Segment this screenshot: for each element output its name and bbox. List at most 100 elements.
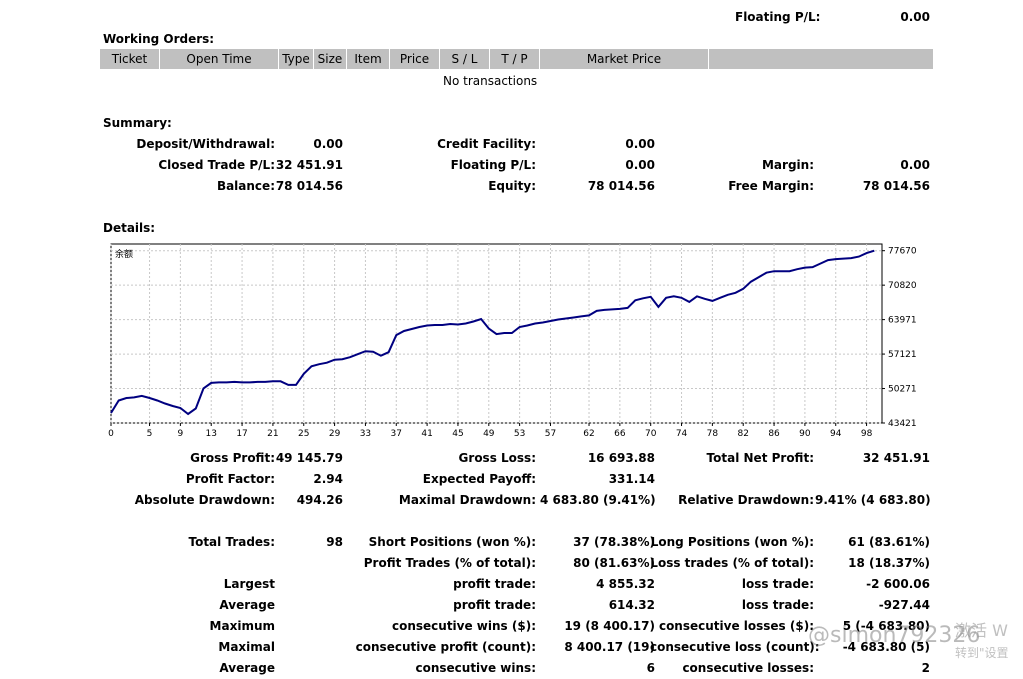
- maximal-consecutive-loss-label: consecutive loss (count):: [650, 640, 820, 654]
- profit-factor-value: 2.94: [313, 472, 343, 486]
- credit-label: Credit Facility:: [437, 137, 536, 151]
- average-label: Average: [219, 598, 275, 612]
- average-profit-label: profit trade:: [453, 598, 536, 612]
- col-extra: [709, 49, 933, 69]
- y-tick-label: 63971: [888, 316, 917, 326]
- long-positions-value: 61 (83.61%): [848, 535, 930, 549]
- long-positions-label: Long Positions (won %):: [650, 535, 814, 549]
- largest-loss-value: -2 600.06: [866, 577, 930, 591]
- x-tick-label: 9: [178, 429, 184, 439]
- chart-series-label: 余额: [115, 248, 133, 260]
- maximum-label: Maximum: [209, 619, 275, 633]
- x-tick-label: 25: [298, 429, 309, 439]
- x-tick-label: 49: [483, 429, 495, 439]
- gross-loss-value: 16 693.88: [587, 451, 655, 465]
- closed-pl-label: Closed Trade P/L:: [158, 158, 275, 172]
- maximal-consecutive-loss-value: -4 683.80 (5): [842, 640, 930, 654]
- x-tick-label: 17: [236, 429, 247, 439]
- balance-line: [110, 249, 875, 416]
- largest-label: Largest: [223, 577, 275, 591]
- absolute-drawdown-label: Absolute Drawdown:: [134, 493, 275, 507]
- x-tick-label: 98: [861, 429, 873, 439]
- x-tick-label: 45: [452, 429, 463, 439]
- x-tick-label: 13: [206, 429, 217, 439]
- profit-trades-value: 80 (81.63%): [573, 556, 655, 570]
- y-tick-label: 77670: [888, 247, 917, 257]
- margin-value: 0.00: [900, 158, 930, 172]
- short-positions-value: 37 (78.38%): [573, 535, 655, 549]
- x-tick-label: 0: [108, 429, 114, 439]
- largest-loss-label: loss trade:: [741, 577, 814, 591]
- activation-overlay-line1: 激活 W: [955, 621, 1008, 640]
- x-tick-label: 78: [707, 429, 719, 439]
- max-consecutive-losses-value: 5 (-4 683.80): [842, 619, 930, 633]
- maximal-drawdown-value: 4 683.80 (9.41%): [540, 493, 656, 507]
- x-tick-label: 70: [645, 429, 657, 439]
- gross-profit-label: Gross Profit:: [190, 451, 275, 465]
- working-orders-title: Working Orders:: [103, 32, 215, 46]
- x-tick-label: 57: [545, 429, 556, 439]
- short-positions-label: Short Positions (won %):: [368, 535, 536, 549]
- activation-overlay-line2: 转到"设置: [955, 646, 1009, 660]
- margin-label: Margin:: [761, 158, 814, 172]
- x-tick-label: 94: [830, 429, 842, 439]
- expected-payoff-value: 331.14: [608, 472, 655, 486]
- free-margin-value: 78 014.56: [862, 179, 930, 193]
- col-size: Size: [314, 49, 346, 69]
- equity-value: 78 014.56: [587, 179, 655, 193]
- average2-label: Average: [219, 661, 275, 675]
- largest-profit-value: 4 855.32: [596, 577, 655, 591]
- maximal-label: Maximal: [218, 640, 275, 654]
- average-consecutive-losses-label: consecutive losses:: [682, 661, 814, 675]
- max-consecutive-losses-label: consecutive losses ($):: [658, 619, 814, 633]
- average-consecutive-wins-value: 6: [646, 661, 655, 675]
- closed-pl-value: 32 451.91: [275, 158, 343, 172]
- x-tick-label: 21: [267, 429, 278, 439]
- col-tp: T / P: [490, 49, 539, 69]
- top-floating-label: Floating P/L:: [735, 10, 821, 24]
- average-consecutive-losses-value: 2: [921, 661, 930, 675]
- x-tick-label: 5: [147, 429, 153, 439]
- col-item: Item: [347, 49, 389, 69]
- y-tick-label: 57121: [888, 350, 917, 360]
- x-tick-label: 82: [737, 429, 748, 439]
- x-tick-label: 53: [514, 429, 525, 439]
- x-tick-label: 37: [391, 429, 402, 439]
- relative-drawdown-label: Relative Drawdown:: [678, 493, 814, 507]
- col-ticket: Ticket: [100, 49, 159, 69]
- balance-chart: 0 5 9 13 17 21 25 29 33 37 41 45 49 53 57 62 66 70 74 78 82 8…: [108, 243, 917, 439]
- x-tick-label: 41: [421, 429, 432, 439]
- y-tick-label: 50271: [888, 385, 917, 395]
- watermark-handle: @simon792326: [808, 623, 981, 648]
- x-tick-label: 86: [768, 429, 780, 439]
- free-margin-label: Free Margin:: [728, 179, 814, 193]
- col-type: Type: [279, 49, 313, 69]
- loss-trades-label: Loss trades (% of total):: [650, 556, 814, 570]
- top-floating-value: 0.00: [900, 10, 930, 24]
- y-tick-label: 70820: [888, 281, 917, 291]
- expected-payoff-label: Expected Payoff:: [422, 472, 536, 486]
- col-market-price: Market Price: [540, 49, 708, 69]
- x-tick-label: 74: [676, 429, 688, 439]
- largest-profit-label: profit trade:: [453, 577, 536, 591]
- gross-profit-value: 49 145.79: [275, 451, 343, 465]
- absolute-drawdown-value: 494.26: [296, 493, 343, 507]
- col-open-time: Open Time: [160, 49, 278, 69]
- floating-pl-value: 0.00: [625, 158, 655, 172]
- y-tick-label: 43421: [888, 419, 917, 429]
- max-consecutive-wins-label: consecutive wins ($):: [391, 619, 536, 633]
- profit-trades-label: Profit Trades (% of total):: [363, 556, 536, 570]
- loss-trades-value: 18 (18.37%): [848, 556, 930, 570]
- no-transactions-text: No transactions: [443, 74, 538, 88]
- average-profit-value: 614.32: [608, 598, 655, 612]
- summary-title: Summary:: [103, 116, 172, 130]
- equity-label: Equity:: [488, 179, 536, 193]
- total-trades-value: 98: [326, 535, 343, 549]
- average-loss-value: -927.44: [878, 598, 930, 612]
- deposit-value: 0.00: [313, 137, 343, 151]
- col-price: Price: [390, 49, 439, 69]
- balance-value: 78 014.56: [275, 179, 343, 193]
- x-tick-label: 33: [360, 429, 371, 439]
- maximal-consecutive-profit-value: 8 400.17 (19): [564, 640, 655, 654]
- balance-label: Balance:: [216, 179, 275, 193]
